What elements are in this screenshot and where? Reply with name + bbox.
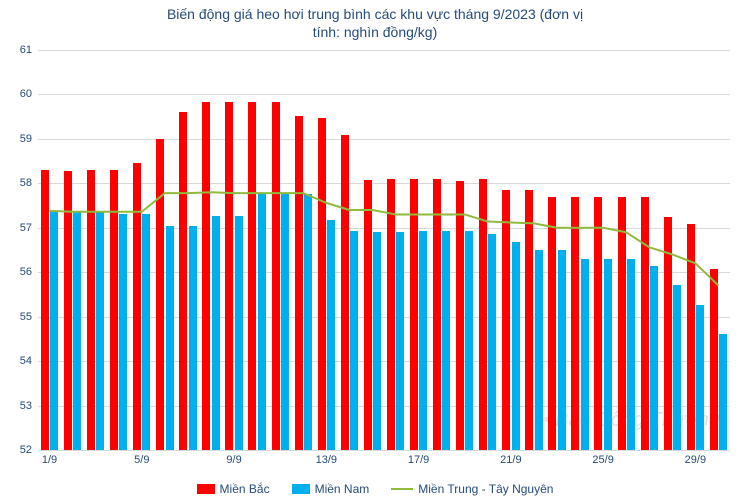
- legend-swatch: [391, 488, 413, 490]
- y-tick-label: 60: [20, 88, 38, 100]
- y-tick-label: 55: [20, 311, 38, 323]
- line-layer: [38, 50, 730, 450]
- x-tick-label: 1/9: [42, 450, 57, 466]
- legend: Miền Bắc Miền Nam Miền Trung - Tây Nguyên: [0, 482, 750, 496]
- y-tick-label: 61: [20, 44, 38, 56]
- x-tick-label: 17/9: [408, 450, 429, 466]
- x-tick-label: 25/9: [592, 450, 613, 466]
- pig-price-chart: Biến động giá heo hơi trung bình các khu…: [0, 0, 750, 502]
- legend-label: Miền Nam: [315, 482, 370, 496]
- y-tick-label: 54: [20, 355, 38, 367]
- y-tick-label: 59: [20, 133, 38, 145]
- line-mien-trung-tay-nguyen: [38, 50, 730, 450]
- y-tick-label: 53: [20, 400, 38, 412]
- legend-swatch: [292, 484, 310, 494]
- chart-title-line2: tính: nghìn đồng/kg): [0, 24, 750, 42]
- chart-title: Biến động giá heo hơi trung bình các khu…: [0, 6, 750, 41]
- legend-item-mien-bac: Miền Bắc: [197, 482, 270, 496]
- chart-title-line1: Biến động giá heo hơi trung bình các khu…: [0, 6, 750, 24]
- legend-item-mien-trung-tay-nguyen: Miền Trung - Tây Nguyên: [391, 482, 553, 496]
- y-tick-label: 57: [20, 222, 38, 234]
- x-tick-label: 13/9: [316, 450, 337, 466]
- y-tick-label: 56: [20, 266, 38, 278]
- y-tick-label: 52: [20, 444, 38, 456]
- legend-swatch: [197, 484, 215, 494]
- y-tick-label: 58: [20, 177, 38, 189]
- legend-label: Miền Trung - Tây Nguyên: [418, 482, 553, 496]
- x-tick-label: 29/9: [685, 450, 706, 466]
- x-tick-label: 5/9: [134, 450, 149, 466]
- plot-area: 525354555657585960611/95/99/913/917/921/…: [38, 50, 730, 450]
- x-tick-label: 9/9: [226, 450, 241, 466]
- legend-label: Miền Bắc: [220, 482, 270, 496]
- x-tick-label: 21/9: [500, 450, 521, 466]
- legend-item-mien-nam: Miền Nam: [292, 482, 370, 496]
